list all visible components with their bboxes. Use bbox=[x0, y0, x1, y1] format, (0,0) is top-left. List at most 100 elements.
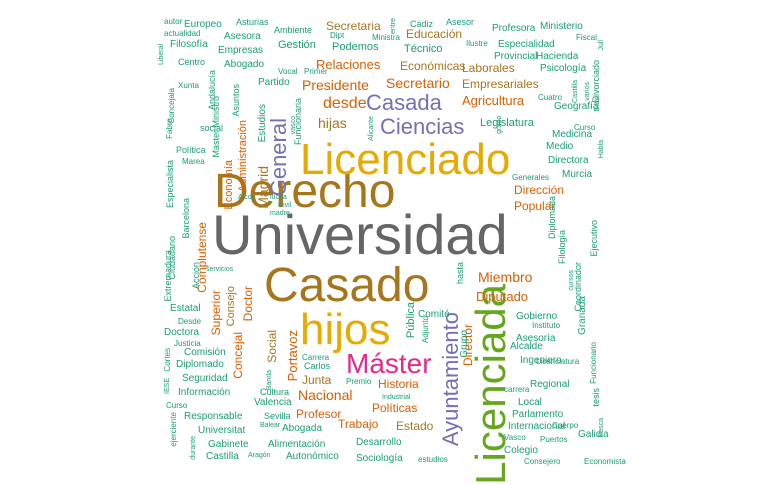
word-administracion: Administración bbox=[237, 120, 249, 193]
word-balear: Balear bbox=[260, 422, 281, 429]
word-legislatura: Legislatura bbox=[480, 117, 534, 129]
word-ministra: Ministra bbox=[372, 33, 401, 42]
word-social: Social bbox=[265, 330, 279, 363]
word-ilustre: Ilustre bbox=[466, 39, 488, 48]
word-seguridad: Seguridad bbox=[182, 373, 228, 384]
word-ingeniero: Ingeniero bbox=[520, 355, 562, 366]
word-estudios: estudios bbox=[418, 455, 448, 464]
word-consejo: Consejo bbox=[225, 286, 237, 327]
word-empresariales: Empresariales bbox=[462, 77, 539, 91]
word-universidad: Universidad bbox=[212, 203, 508, 266]
word-politicas: Políticas bbox=[372, 401, 418, 415]
word-cuerpo: Cuerpo bbox=[552, 421, 579, 430]
word-hacienda: Hacienda bbox=[536, 51, 579, 62]
word-puertos: Puertos bbox=[540, 435, 568, 444]
word-profesor: Profesor bbox=[296, 407, 342, 421]
word-alicante: Alicante bbox=[368, 116, 375, 141]
word-primer: Primer bbox=[304, 67, 328, 76]
word-junta: Junta bbox=[302, 373, 332, 387]
word-alimentacion: Alimentación bbox=[268, 439, 326, 450]
word-geografia: Geografía bbox=[554, 101, 599, 112]
word-universitat: Universitat bbox=[198, 425, 246, 436]
word-actualidad: actualidad bbox=[164, 29, 201, 38]
word-master: Master bbox=[211, 130, 221, 158]
word-regional: Regional bbox=[530, 379, 570, 390]
word-doctor: Doctor bbox=[241, 286, 255, 322]
word-alcoi: Alcoi bbox=[238, 194, 254, 201]
word-madrid: Madrid bbox=[255, 166, 271, 209]
word-filologia: Filología bbox=[557, 230, 567, 265]
word-casado: Casado bbox=[264, 259, 430, 312]
word-estatal: Estatal bbox=[170, 303, 201, 314]
word-asesoria: Asesoría bbox=[516, 333, 556, 344]
word-alcalde: Alcalde bbox=[510, 341, 543, 352]
word-responsable: Responsable bbox=[184, 411, 243, 422]
word-premio: Premio bbox=[346, 377, 372, 386]
word-provincial: Provincial bbox=[494, 51, 538, 62]
word-ambiente: Ambiente bbox=[274, 25, 313, 35]
word-grupo: Grupo bbox=[459, 330, 470, 358]
word-cadiz: Cádiz bbox=[410, 19, 434, 29]
word-trabajo: Trabajo bbox=[338, 417, 379, 431]
word-cortes: Cortes bbox=[163, 348, 172, 372]
word-generales: Generales bbox=[512, 173, 549, 182]
word-partido: Partido bbox=[258, 77, 290, 88]
word-castilla: Castilla bbox=[572, 80, 579, 103]
word-educacion: Educación bbox=[406, 27, 463, 41]
word-diputado: Diputado bbox=[476, 289, 529, 304]
word-curso: Curso bbox=[166, 401, 188, 410]
word-abogada: Abogada bbox=[282, 423, 323, 434]
word-pesca: Pesca bbox=[598, 418, 605, 438]
word-valencia: Valencia bbox=[254, 397, 292, 408]
word-doctora: Doctora bbox=[164, 327, 200, 338]
word-madre: madre bbox=[270, 210, 290, 217]
word-licenciado: Licenciado bbox=[300, 135, 511, 184]
word-portavoz: Portavoz bbox=[285, 330, 300, 382]
word-gestion: Gestión bbox=[278, 39, 316, 51]
word-master: Máster bbox=[346, 348, 432, 379]
word-fiscal: Fiscal bbox=[576, 33, 597, 42]
word-empresas: Empresas bbox=[218, 45, 264, 56]
word-publica: Pública bbox=[405, 302, 417, 339]
word-parlamento: Parlamento bbox=[512, 409, 564, 420]
word-hasta: hasta bbox=[455, 262, 465, 285]
word-presidente: Presidente bbox=[302, 77, 369, 93]
word-iese: IESE bbox=[164, 378, 171, 394]
word-desde: Desde bbox=[178, 317, 202, 326]
word-economicas: Económicas bbox=[400, 59, 466, 73]
word-carrera: carrera bbox=[504, 385, 530, 394]
word-ejecutivo: Ejecutivo bbox=[589, 220, 599, 257]
word-especialidad: Especialidad bbox=[498, 39, 555, 50]
word-aragon: Aragón bbox=[248, 452, 271, 459]
word-civil: Civil bbox=[278, 202, 292, 209]
word-informacion: Información bbox=[178, 387, 231, 398]
word-cursos: cursos bbox=[568, 270, 575, 291]
word-accion: Acción bbox=[191, 262, 201, 290]
word-general: General bbox=[266, 118, 291, 197]
word-psicologia: Psicología bbox=[540, 63, 587, 74]
word-grado: grado bbox=[496, 116, 503, 134]
word-estado: Estado bbox=[396, 419, 434, 433]
word-diplomado: Diplomado bbox=[176, 359, 224, 370]
word-estudios: Estudios bbox=[257, 104, 268, 143]
word-concejal: Concejal bbox=[231, 332, 245, 379]
word-hijas: hijas bbox=[318, 115, 347, 131]
word-social: social bbox=[200, 123, 224, 133]
word-economista: Economista bbox=[584, 457, 626, 466]
word-diplomada: Diplomada bbox=[547, 196, 557, 240]
word-abogado: Abogado bbox=[224, 59, 265, 70]
word-marea: Marea bbox=[182, 157, 205, 166]
word-castilla: Castilla bbox=[206, 451, 239, 462]
word-podemos: Podemos bbox=[332, 41, 379, 53]
word-cultura: Cultura bbox=[260, 387, 290, 397]
word-ciencias: Ciencias bbox=[380, 114, 465, 139]
word-politica: Política bbox=[176, 145, 206, 155]
word-servicios: servicios bbox=[206, 266, 234, 273]
word-asesor: Asesor bbox=[446, 17, 475, 27]
word-carrera: Carrera bbox=[302, 353, 330, 362]
word-popular: Popular bbox=[514, 199, 556, 213]
word-desde: desde bbox=[323, 95, 367, 112]
word-especialista: Especialista bbox=[165, 160, 175, 209]
word-dipt: Dipt bbox=[330, 31, 345, 40]
word-vocal: Vocal bbox=[278, 67, 298, 76]
